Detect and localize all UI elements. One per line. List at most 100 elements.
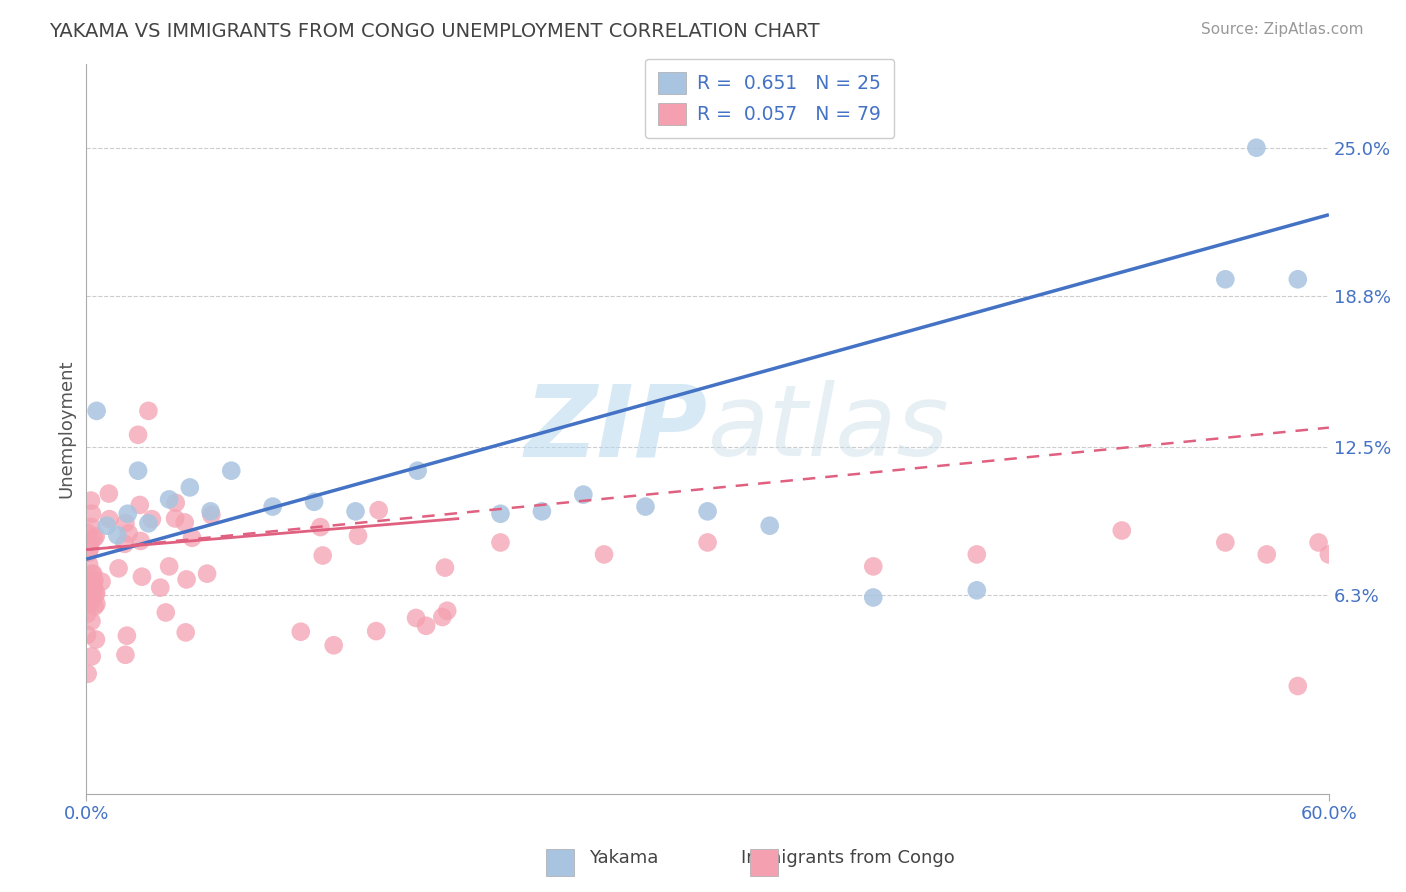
Point <box>1246 141 1268 155</box>
Point <box>96 518 118 533</box>
Point <box>83 599 105 614</box>
Point <box>128 498 150 512</box>
Point <box>366 624 388 639</box>
Point <box>489 535 512 549</box>
Point <box>149 581 172 595</box>
Point <box>131 570 153 584</box>
Text: ZIP: ZIP <box>524 380 707 477</box>
Point <box>165 496 187 510</box>
Point <box>436 604 458 618</box>
Point <box>433 560 456 574</box>
Point <box>181 531 204 545</box>
Point <box>105 528 128 542</box>
Point <box>76 607 98 621</box>
Point <box>758 518 780 533</box>
Point <box>862 559 884 574</box>
Point <box>347 529 370 543</box>
Point <box>86 597 108 611</box>
Point <box>322 638 344 652</box>
Point <box>82 586 104 600</box>
Y-axis label: Unemployment: Unemployment <box>58 359 75 498</box>
Point <box>593 548 616 562</box>
Point <box>1256 548 1278 562</box>
Point <box>84 588 107 602</box>
Point <box>174 625 197 640</box>
Point <box>966 548 988 562</box>
Point <box>1215 535 1237 549</box>
Point <box>80 507 103 521</box>
Point <box>83 531 105 545</box>
Point <box>302 495 325 509</box>
Point <box>118 526 141 541</box>
Point <box>80 566 103 581</box>
Point <box>77 579 100 593</box>
Point <box>127 427 149 442</box>
Point <box>77 546 100 560</box>
Point <box>312 549 335 563</box>
Point <box>367 503 389 517</box>
Point <box>1308 535 1330 549</box>
Point <box>141 512 163 526</box>
Point <box>76 525 98 540</box>
Point <box>200 504 222 518</box>
Point <box>138 516 160 531</box>
Point <box>83 575 105 590</box>
Point <box>1286 272 1309 286</box>
Point <box>415 619 437 633</box>
Point <box>76 628 98 642</box>
Point <box>405 611 427 625</box>
Point <box>80 649 103 664</box>
Point <box>80 614 103 628</box>
Text: Yakama: Yakama <box>589 849 658 867</box>
Point <box>114 648 136 662</box>
Point <box>83 573 105 587</box>
Point <box>634 500 657 514</box>
Point <box>76 596 98 610</box>
Point <box>79 541 101 556</box>
Point <box>117 507 139 521</box>
Point <box>290 624 312 639</box>
Point <box>82 580 104 594</box>
Text: atlas: atlas <box>707 380 949 477</box>
Point <box>530 504 553 518</box>
Point <box>309 520 332 534</box>
Point <box>176 573 198 587</box>
Point <box>80 596 103 610</box>
Point <box>179 480 201 494</box>
Point <box>173 516 195 530</box>
Point <box>77 588 100 602</box>
Point <box>114 537 136 551</box>
Text: YAKAMA VS IMMIGRANTS FROM CONGO UNEMPLOYMENT CORRELATION CHART: YAKAMA VS IMMIGRANTS FROM CONGO UNEMPLOY… <box>49 22 820 41</box>
Text: Immigrants from Congo: Immigrants from Congo <box>741 849 955 867</box>
Point <box>157 492 180 507</box>
Point <box>1215 272 1237 286</box>
Point <box>86 404 108 418</box>
Text: Source: ZipAtlas.com: Source: ZipAtlas.com <box>1201 22 1364 37</box>
Point <box>84 585 107 599</box>
Point <box>82 566 104 581</box>
Point <box>262 500 284 514</box>
Point <box>115 629 138 643</box>
Point <box>572 487 595 501</box>
Legend: R =  0.651   N = 25, R =  0.057   N = 79: R = 0.651 N = 25, R = 0.057 N = 79 <box>645 59 894 137</box>
Point <box>129 533 152 548</box>
Point <box>1317 548 1340 562</box>
Point <box>1286 679 1309 693</box>
Point <box>966 583 988 598</box>
Point <box>107 561 129 575</box>
Point <box>127 464 149 478</box>
Point <box>157 559 180 574</box>
Point <box>98 512 121 526</box>
Point <box>406 464 429 478</box>
Point <box>80 493 103 508</box>
Point <box>114 516 136 530</box>
Point <box>80 520 103 534</box>
Point <box>76 666 98 681</box>
Point <box>862 591 884 605</box>
Point <box>489 507 512 521</box>
Point <box>165 511 187 525</box>
Point <box>84 529 107 543</box>
Point <box>138 404 160 418</box>
Point <box>432 610 454 624</box>
Point <box>155 606 177 620</box>
